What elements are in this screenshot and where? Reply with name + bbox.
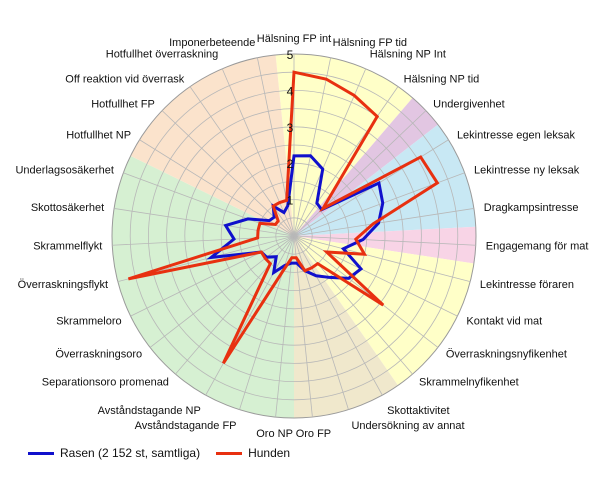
legend-swatch-rasen: [28, 451, 54, 455]
sector-mat: [294, 226, 477, 264]
grid-spoke: [293, 235, 313, 418]
radial-tick-label: 4: [287, 84, 294, 98]
grid-spoke: [293, 86, 399, 237]
grid-spoke: [161, 110, 295, 237]
grid-spoke: [293, 235, 383, 396]
category-label-off-reaktion-vid-overrask: Off reaktion vid överrask: [65, 73, 185, 85]
category-label-engagemang-for-mat: Engagemang för mat: [486, 241, 589, 253]
grid-spoke: [112, 235, 295, 246]
category-label-lekintresse-ny-leksak: Lekintresse ny leksak: [474, 164, 580, 176]
grid-spoke: [293, 235, 471, 283]
category-label-oro-fp: Oro FP: [296, 428, 331, 440]
category-label-undergivenhet: Undergivenhet: [433, 99, 505, 111]
grid-spoke: [293, 235, 439, 348]
legend: Rasen (2 152 st, samtliga) Hunden: [28, 446, 306, 460]
category-label-undersokning-av-annat: Undersökning av annat: [351, 420, 464, 432]
series-line-rasen: [206, 154, 385, 280]
category-label-skrammeloro: Skrammeloro: [56, 316, 121, 328]
category-label-halsning-fp-tid: Hälsning FP tid: [333, 37, 407, 49]
grid-spoke: [293, 208, 474, 237]
category-label-lekintresse-egen-leksak: Lekintresse egen leksak: [457, 129, 576, 141]
category-label-hotfullhet-np: Hotfullhet NP: [66, 129, 131, 141]
radial-tick-label: 3: [287, 121, 294, 135]
grid-spoke: [293, 235, 413, 375]
category-label-overraskningsoro: Överraskningsoro: [55, 349, 142, 361]
category-label-underlagsosakerhet: Underlagsosäkerhet: [15, 164, 113, 176]
series-lines: [127, 70, 440, 365]
sector-aggression: [130, 54, 294, 237]
grid-spoke: [149, 235, 295, 348]
sector-aktivitet: [294, 236, 398, 418]
category-label-hotfullhet-overraskning: Hotfullhet överraskning: [106, 49, 219, 61]
grid-spoke: [293, 57, 332, 237]
grid-spoke: [205, 235, 295, 396]
grid-spoke: [293, 235, 458, 317]
grid-spoke: [189, 86, 295, 237]
legend-item-rasen: Rasen (2 152 st, samtliga): [28, 446, 200, 460]
radial-tick-label: 1: [287, 194, 294, 208]
grid-spoke: [293, 110, 427, 237]
grid-spoke: [175, 235, 295, 375]
grid-spoke: [221, 68, 295, 237]
category-label-halsning-fp-int: Hälsning FP int: [257, 33, 331, 45]
category-label-halsning-np-int: Hälsning NP Int: [370, 49, 446, 61]
category-label-dragkampsintresse: Dragkampsintresse: [484, 202, 579, 214]
grid-spoke: [293, 235, 476, 246]
category-label-skrammelnyfikenhet: Skrammelnyfikenhet: [419, 377, 519, 389]
series-line-hunden: [127, 70, 440, 365]
sector-kontakt-nyfikenhet: [294, 236, 474, 386]
category-label-imponerbeteende: Imponerbeteende: [169, 37, 255, 49]
legend-swatch-hunden: [216, 451, 243, 455]
category-label-avstandstagande-np: Avståndstagande NP: [98, 405, 201, 417]
legend-label-hunden: Hunden: [248, 446, 291, 460]
category-label-halsning-np-tid: Hälsning NP tid: [404, 73, 480, 85]
grid-spoke: [275, 235, 295, 418]
radial-tick-labels: 1 2 3 4 5: [287, 48, 294, 208]
grid-spoke: [130, 235, 295, 317]
sector-lek: [294, 124, 476, 236]
category-label-overraskningsnyfikenhet: Överraskningsnyfikenhet: [446, 349, 567, 361]
sector-radsla: [112, 155, 294, 418]
radial-tick-label: 2: [287, 157, 294, 171]
category-label-lekintresse-foraren: Lekintresse föraren: [480, 279, 574, 291]
category-label-skottaktivitet: Skottaktivitet: [387, 405, 449, 417]
category-label-skrammelflykt: Skrammelflykt: [33, 241, 102, 253]
category-label-avstandstagande-fp: Avståndstagande FP: [135, 420, 237, 432]
category-label-hotfullhet-fp: Hotfullhet FP: [91, 99, 155, 111]
category-label-overraskningsflykt: Överraskningsflykt: [18, 279, 108, 291]
category-label-separationsoro-promenad: Separationsoro promenad: [42, 377, 169, 389]
radial-tick-label: 5: [287, 48, 294, 62]
legend-item-hunden: Hunden: [216, 446, 290, 460]
grid-spoke: [114, 208, 295, 237]
grid-spoke: [123, 172, 295, 237]
category-label-skottosakerhet: Skottosäkerhet: [31, 202, 104, 214]
legend-label-rasen: Rasen (2 152 st, samtliga): [60, 446, 201, 460]
sector-socialitet: [275, 53, 413, 237]
category-label-oro-np: Oro NP: [256, 428, 293, 440]
category-label-kontakt-vid-mat: Kontakt vid mat: [466, 316, 542, 328]
grid-spoke: [293, 235, 349, 410]
